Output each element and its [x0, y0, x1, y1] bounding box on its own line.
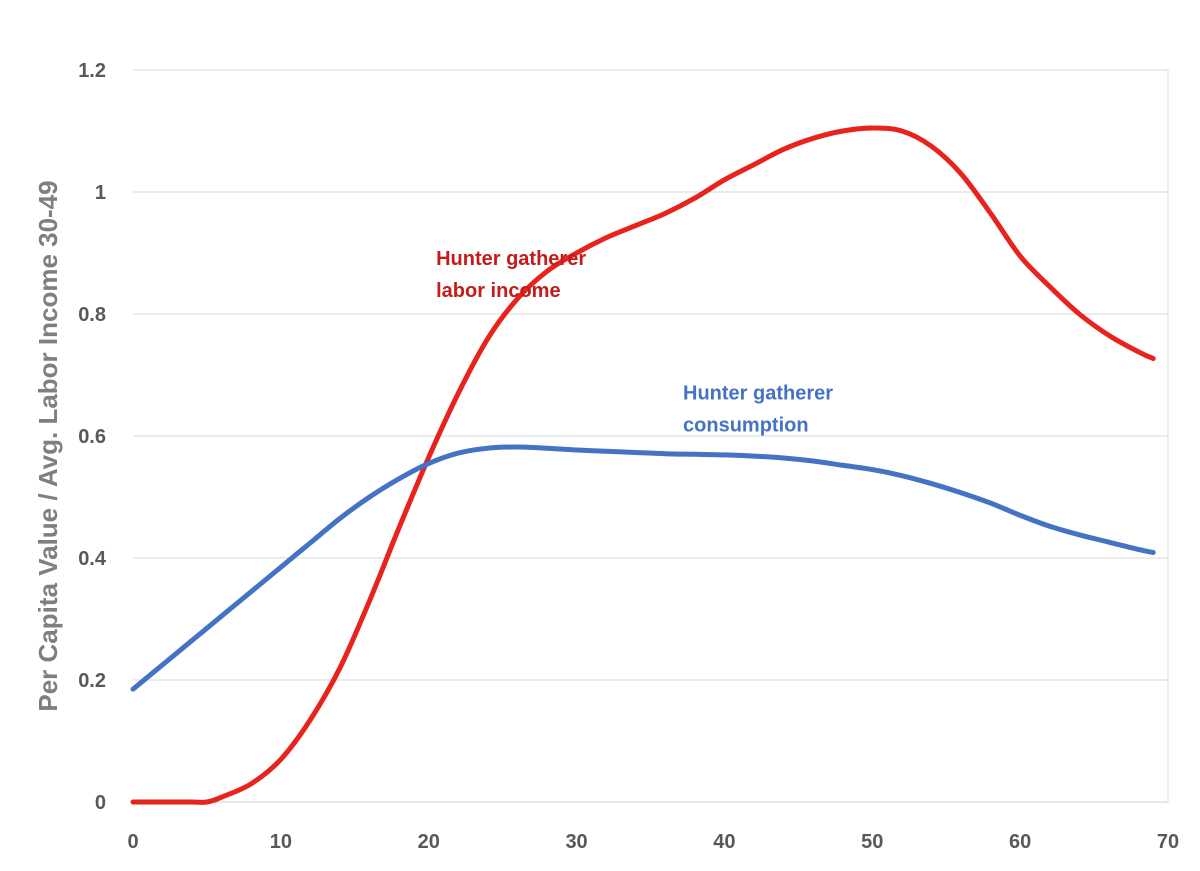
y-tick-label: 0.2	[78, 670, 106, 692]
x-tick-labels: 0 10 20 30 40 50 60 70	[127, 831, 1179, 853]
y-tick-label: 0.4	[78, 548, 107, 570]
x-tick-label: 20	[418, 831, 440, 853]
annotation-line: Hunter gatherer	[683, 382, 833, 404]
consumption-line	[130, 444, 1156, 692]
x-tick-label: 40	[713, 831, 735, 853]
x-tick-label: 30	[565, 831, 587, 853]
annotation-line: Hunter gatherer	[436, 248, 586, 270]
y-tick-label: 0.6	[78, 426, 106, 448]
x-tick-label: 0	[127, 831, 138, 853]
series-lines	[130, 125, 1156, 805]
x-tick-label: 50	[861, 831, 883, 853]
annotation-line: labor income	[436, 280, 560, 302]
x-tick-label: 70	[1157, 831, 1179, 853]
labor-income-annotation: Hunter gatherer labor income	[436, 248, 586, 302]
consumption-annotation: Hunter gatherer consumption	[683, 382, 833, 436]
y-tick-labels: 0 0.2 0.4 0.6 0.8 1 1.2	[78, 60, 107, 814]
x-tick-label: 60	[1009, 831, 1031, 853]
y-tick-label: 0.8	[78, 304, 106, 326]
annotation-line: consumption	[683, 414, 809, 436]
x-tick-label: 10	[270, 831, 292, 853]
gridlines	[133, 69, 1169, 802]
y-tick-label: 0	[95, 792, 106, 814]
y-tick-label: 1	[95, 182, 106, 204]
y-tick-label: 1.2	[78, 60, 106, 82]
labor-income-line	[130, 125, 1156, 805]
y-axis-title: Per Capita Value / Avg. Labor Income 30-…	[33, 180, 63, 711]
